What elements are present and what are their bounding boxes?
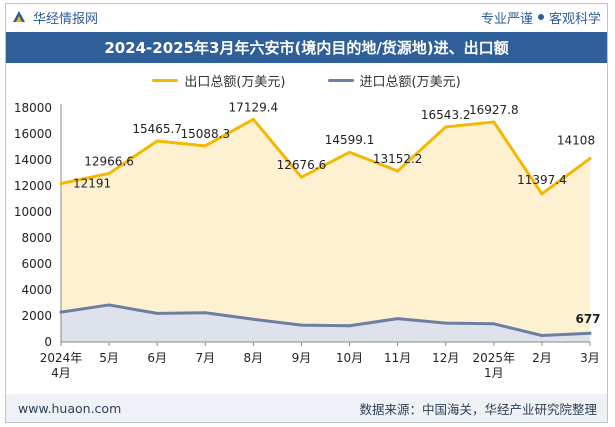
- import-data-point: [444, 321, 448, 325]
- bullet-dot-icon: [537, 14, 544, 20]
- import-data-point: [540, 334, 544, 337]
- y-tick-label: 18000: [14, 101, 52, 115]
- export-data-point: [299, 175, 303, 179]
- footer-website: www.huaon.com: [18, 400, 122, 416]
- y-tick-label: 2000: [21, 309, 52, 323]
- legend-import-line-icon: [327, 78, 354, 82]
- export-area: [61, 119, 590, 342]
- export-data-label: 12191: [73, 177, 111, 191]
- legend-export-label: 出口总额(万美元): [184, 74, 286, 90]
- import-data-point: [588, 331, 592, 335]
- export-data-point: [107, 171, 111, 175]
- export-data-label: 15088.3: [180, 127, 230, 141]
- export-data-point: [492, 120, 496, 124]
- export-data-point: [59, 182, 63, 186]
- export-data-point: [251, 117, 255, 121]
- export-data-label: 16543.2: [421, 108, 471, 122]
- export-data-point: [540, 192, 544, 196]
- x-tick-label: 5月: [99, 351, 119, 365]
- legend-item-export: 出口总额(万美元): [152, 70, 286, 90]
- huajing-logo-icon: [13, 11, 25, 22]
- legend-item-import: 进口总额(万美元): [327, 70, 461, 90]
- legend-import-label: 进口总额(万美元): [359, 74, 461, 90]
- import-data-point: [59, 310, 63, 314]
- y-tick-label: 10000: [14, 205, 52, 219]
- export-data-label: 15465.7: [132, 122, 182, 136]
- slogan-part-b: 客观科学: [548, 11, 601, 27]
- import-data-point: [107, 303, 111, 307]
- x-tick-label: 2024年 4月: [40, 351, 83, 380]
- export-data-point: [155, 139, 159, 143]
- brand-name: 华经情报网: [33, 11, 99, 27]
- import-data-label: 677: [575, 312, 600, 326]
- export-data-label: 17129.4: [229, 100, 279, 114]
- y-tick-label: 6000: [21, 257, 52, 271]
- export-data-label: 12676.6: [277, 158, 327, 172]
- import-data-point: [348, 324, 352, 328]
- x-tick-label: 3月: [580, 351, 600, 365]
- chart-legend: 出口总额(万美元) 进口总额(万美元): [6, 70, 607, 90]
- export-data-point: [444, 125, 448, 129]
- slogan-part-a: 专业严谨: [480, 11, 533, 27]
- footer-source: 数据来源：中国海关，华经产业研究院整理: [359, 401, 597, 417]
- y-tick-label: 0: [44, 335, 52, 349]
- y-tick-label: 14000: [14, 153, 52, 167]
- export-data-label: 11397.4: [517, 173, 567, 187]
- x-tick-label: 9月: [292, 351, 312, 365]
- import-data-point: [155, 311, 159, 315]
- export-data-point: [203, 144, 207, 148]
- export-data-label: 14599.1: [325, 133, 375, 147]
- x-tick-label: 10月: [336, 351, 363, 365]
- export-data-point: [348, 150, 352, 154]
- export-data-label: 13152.2: [373, 152, 423, 166]
- x-tick-label: 8月: [244, 351, 264, 365]
- x-tick-label: 2月: [532, 351, 552, 365]
- x-tick-label: 6月: [147, 351, 167, 365]
- slogan: 专业严谨 客观科学: [481, 8, 607, 27]
- export-data-point: [588, 157, 592, 161]
- x-tick-label: 2025年 1月: [473, 351, 516, 380]
- brand: 华经情报网: [6, 8, 98, 27]
- import-data-point: [299, 323, 303, 327]
- y-tick-label: 8000: [21, 231, 52, 245]
- x-tick-label: 12月: [432, 351, 459, 365]
- import-series-line: [59, 303, 592, 337]
- export-data-label: 12966.6: [84, 154, 134, 168]
- y-tick-label: 12000: [14, 179, 52, 193]
- chart-title: 2024-2025年3月年六安市(境内目的地/货源地)进、出口额: [6, 32, 607, 63]
- import-data-point: [396, 317, 400, 321]
- y-tick-label: 16000: [14, 127, 52, 141]
- footer-bar: www.huaon.com 数据来源：中国海关，华经产业研究院整理: [6, 394, 607, 422]
- y-tick-label: 4000: [21, 283, 52, 297]
- legend-export-line-icon: [152, 78, 179, 82]
- import-data-point: [251, 317, 255, 321]
- top-bar: 华经情报网 专业严谨 客观科学: [6, 4, 607, 30]
- export-data-label: 16927.8: [469, 103, 519, 117]
- x-tick-label: 7月: [195, 351, 215, 365]
- export-data-label: 14108: [557, 134, 595, 148]
- export-series-line: [59, 117, 592, 196]
- import-data-point: [203, 311, 207, 315]
- x-tick-label: 11月: [384, 351, 411, 365]
- import-data-point: [492, 322, 496, 326]
- export-data-point: [396, 169, 400, 173]
